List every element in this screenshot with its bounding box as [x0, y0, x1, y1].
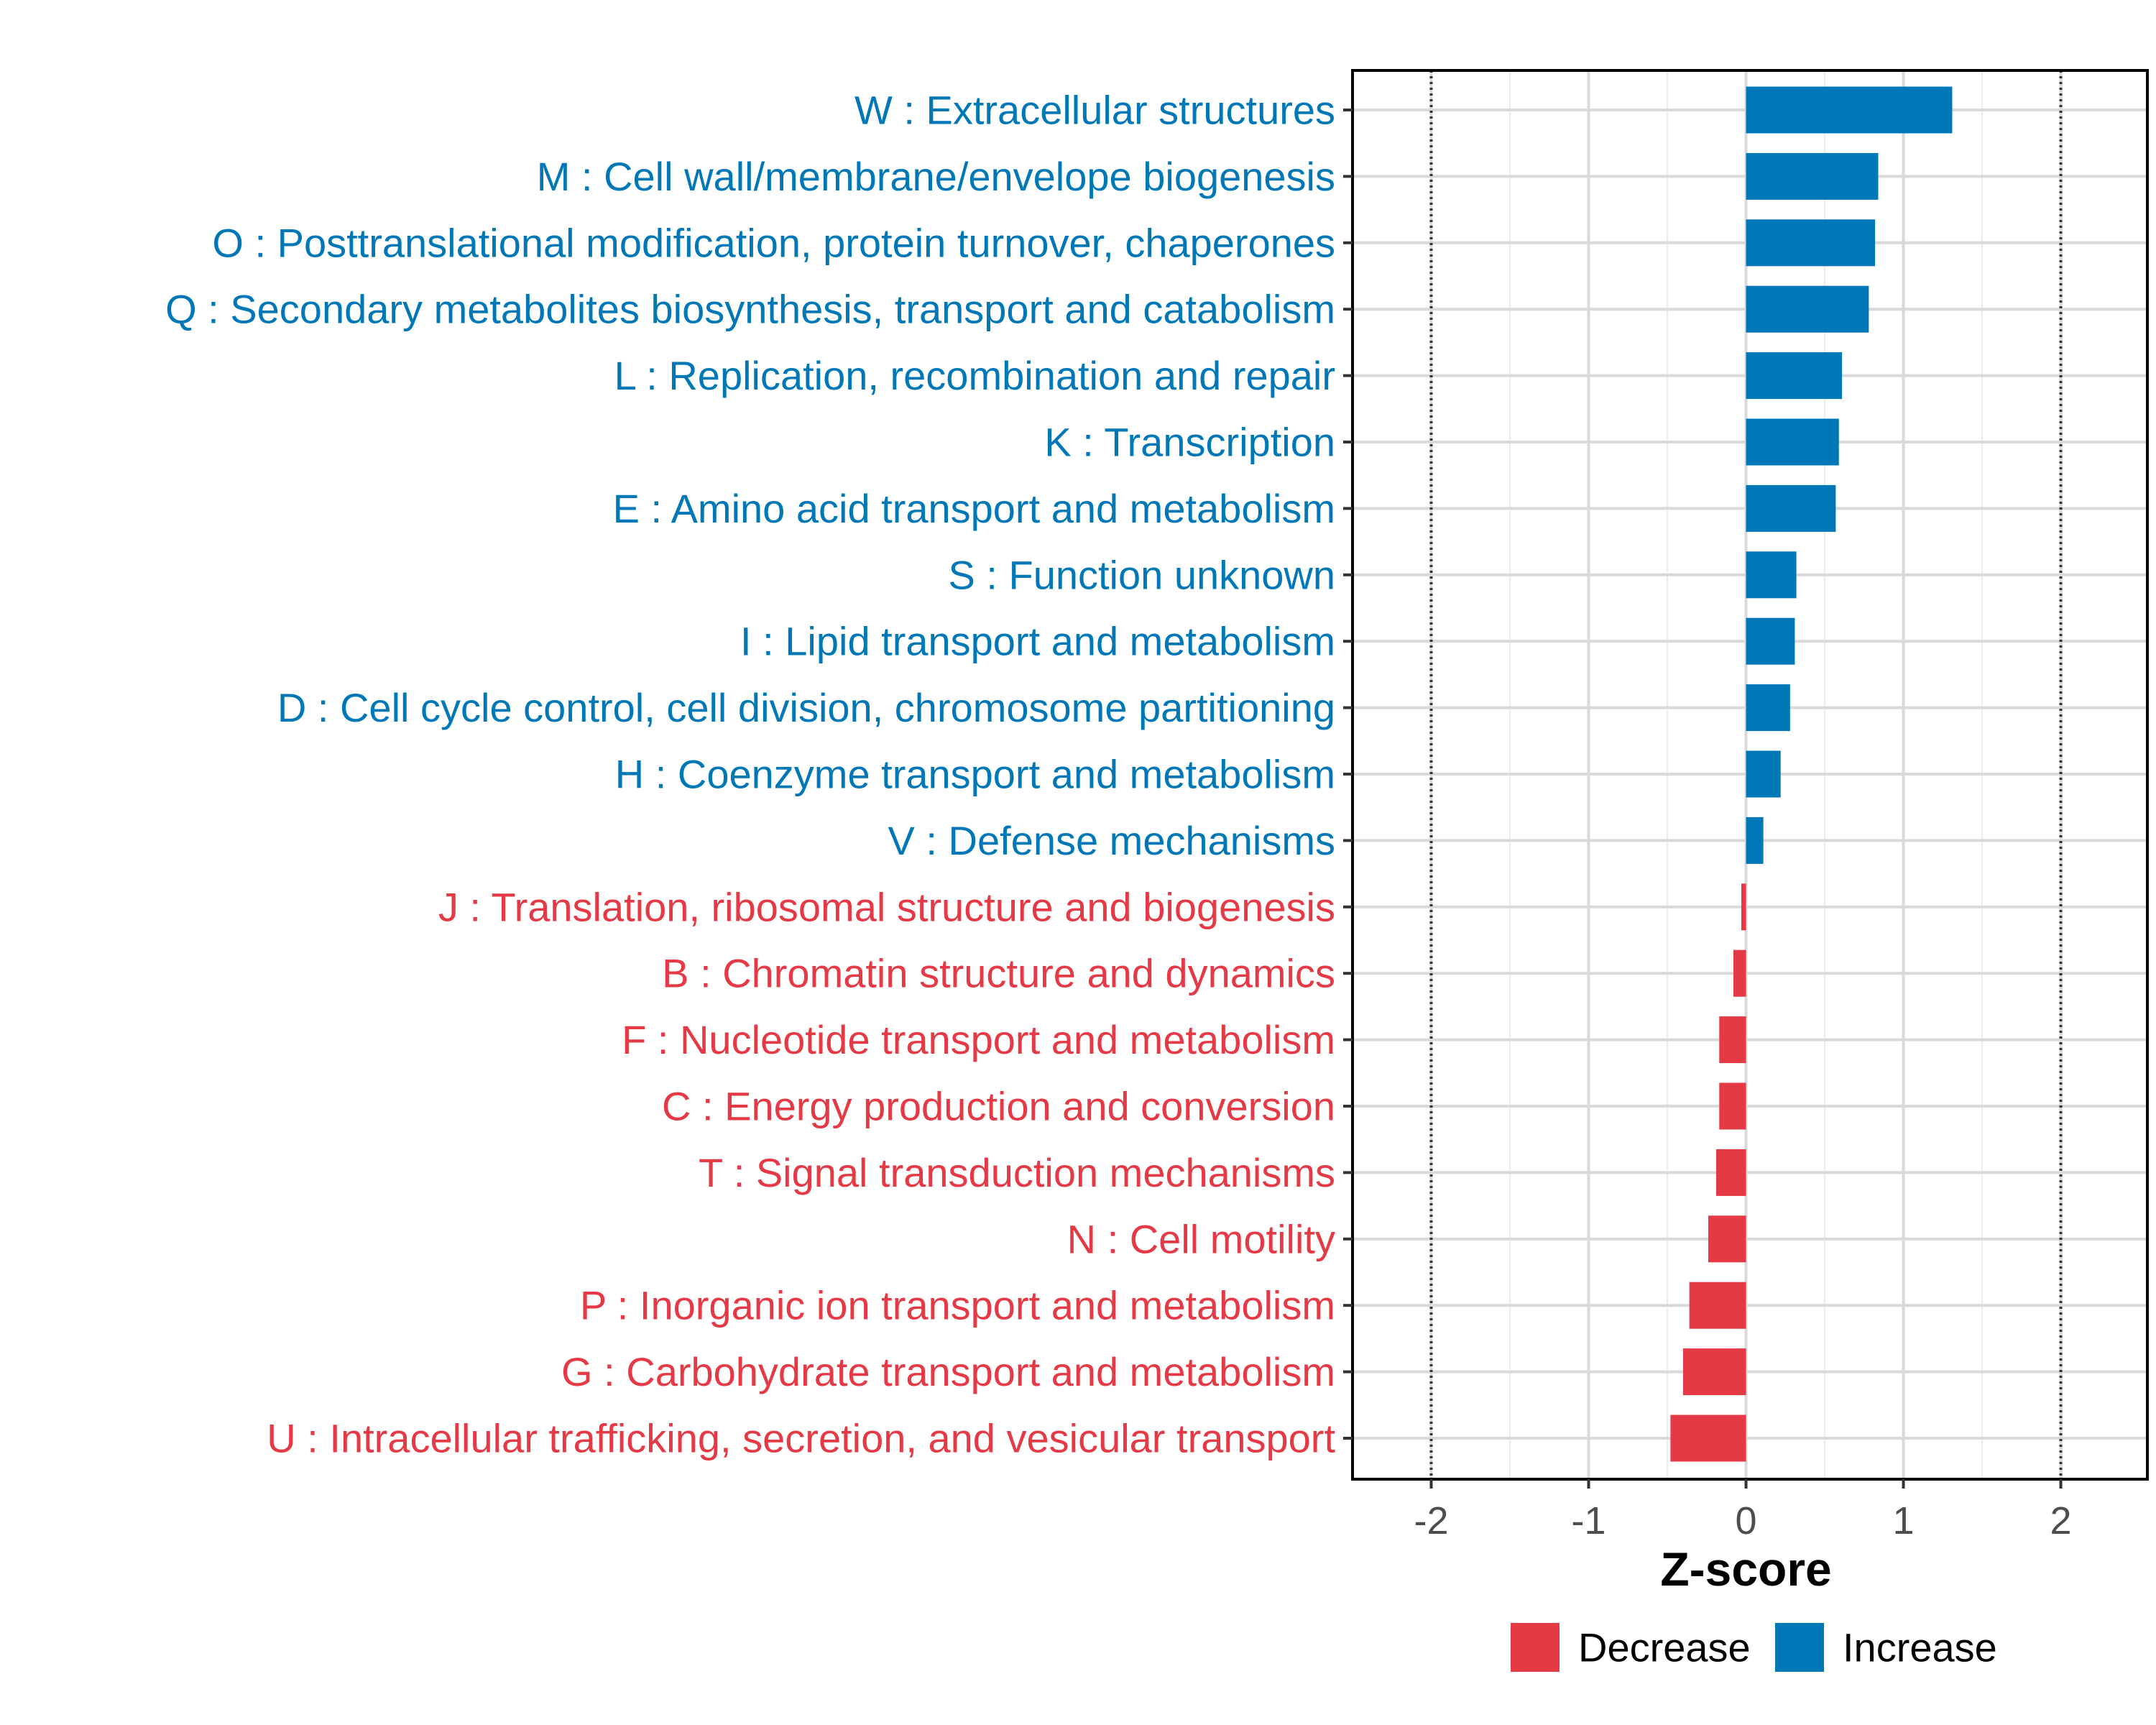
x-tick-label: 2 — [2050, 1499, 2072, 1542]
category-label: Q : Secondary metabolites biosynthesis, … — [165, 287, 1335, 332]
legend-swatch — [1775, 1623, 1824, 1672]
x-axis-ticks: -2 -1 0 1 2 — [1414, 1479, 2072, 1542]
bar — [1746, 617, 1795, 665]
legend-swatch — [1511, 1623, 1560, 1672]
category-label: T : Signal transduction mechanisms — [699, 1150, 1335, 1195]
category-label: P : Inorganic ion transport and metaboli… — [580, 1283, 1335, 1328]
bar — [1715, 1149, 1746, 1196]
bar — [1670, 1414, 1746, 1462]
bar — [1746, 750, 1781, 798]
bar — [1746, 418, 1839, 466]
x-tick-label: 0 — [1736, 1499, 1757, 1542]
bar — [1746, 484, 1836, 532]
category-label: C : Energy production and conversion — [662, 1084, 1335, 1129]
legend: Decrease Increase — [1511, 1623, 1997, 1672]
bar — [1746, 86, 1953, 134]
bar — [1741, 883, 1746, 931]
x-tick-label: -2 — [1414, 1499, 1448, 1542]
legend-label: Increase — [1843, 1625, 1997, 1670]
bar — [1746, 152, 1879, 200]
y-axis-category-labels: W : Extracellular structures M : Cell wal… — [165, 88, 1335, 1461]
category-label: D : Cell cycle control, cell division, c… — [277, 685, 1335, 730]
bar — [1682, 1348, 1746, 1396]
category-label: N : Cell motility — [1067, 1216, 1335, 1261]
y-axis-ticks — [1343, 109, 1353, 1440]
category-label: U : Intracellular trafficking, secretion… — [267, 1416, 1335, 1461]
reference-lines — [1429, 70, 2063, 1479]
bar — [1746, 551, 1797, 599]
category-label: M : Cell wall/membrane/envelope biogenes… — [537, 154, 1335, 199]
category-label: I : Lipid transport and metabolism — [740, 619, 1335, 664]
bar — [1746, 684, 1790, 732]
bar — [1689, 1282, 1746, 1329]
category-label: G : Carbohydrate transport and metabolis… — [561, 1349, 1335, 1394]
category-label: K : Transcription — [1044, 420, 1335, 465]
bar — [1708, 1215, 1746, 1263]
category-label: W : Extracellular structures — [854, 88, 1335, 133]
bar — [1746, 352, 1843, 400]
category-label: J : Translation, ribosomal structure and… — [438, 884, 1335, 929]
bar — [1733, 949, 1746, 997]
bar — [1719, 1082, 1746, 1130]
category-label: O : Posttranslational modification, prot… — [212, 220, 1335, 265]
bar — [1746, 219, 1876, 267]
category-label: B : Chromatin structure and dynamics — [662, 951, 1335, 996]
x-tick-label: -1 — [1572, 1499, 1606, 1542]
legend-label: Decrease — [1578, 1625, 1751, 1670]
bars — [1670, 86, 1953, 1462]
category-label: E : Amino acid transport and metabolism — [613, 486, 1335, 531]
x-axis-title: Z-score — [1660, 1542, 1831, 1596]
category-label: F : Nucleotide transport and metabolism — [622, 1017, 1335, 1062]
category-label: V : Defense mechanisms — [888, 818, 1335, 863]
bar — [1719, 1016, 1746, 1064]
category-label: L : Replication, recombination and repai… — [614, 353, 1335, 398]
category-label: H : Coenzyme transport and metabolism — [615, 752, 1335, 797]
category-label: S : Function unknown — [948, 552, 1335, 597]
x-tick-label: 1 — [1893, 1499, 1915, 1542]
bar — [1746, 285, 1869, 333]
bar — [1746, 816, 1764, 864]
